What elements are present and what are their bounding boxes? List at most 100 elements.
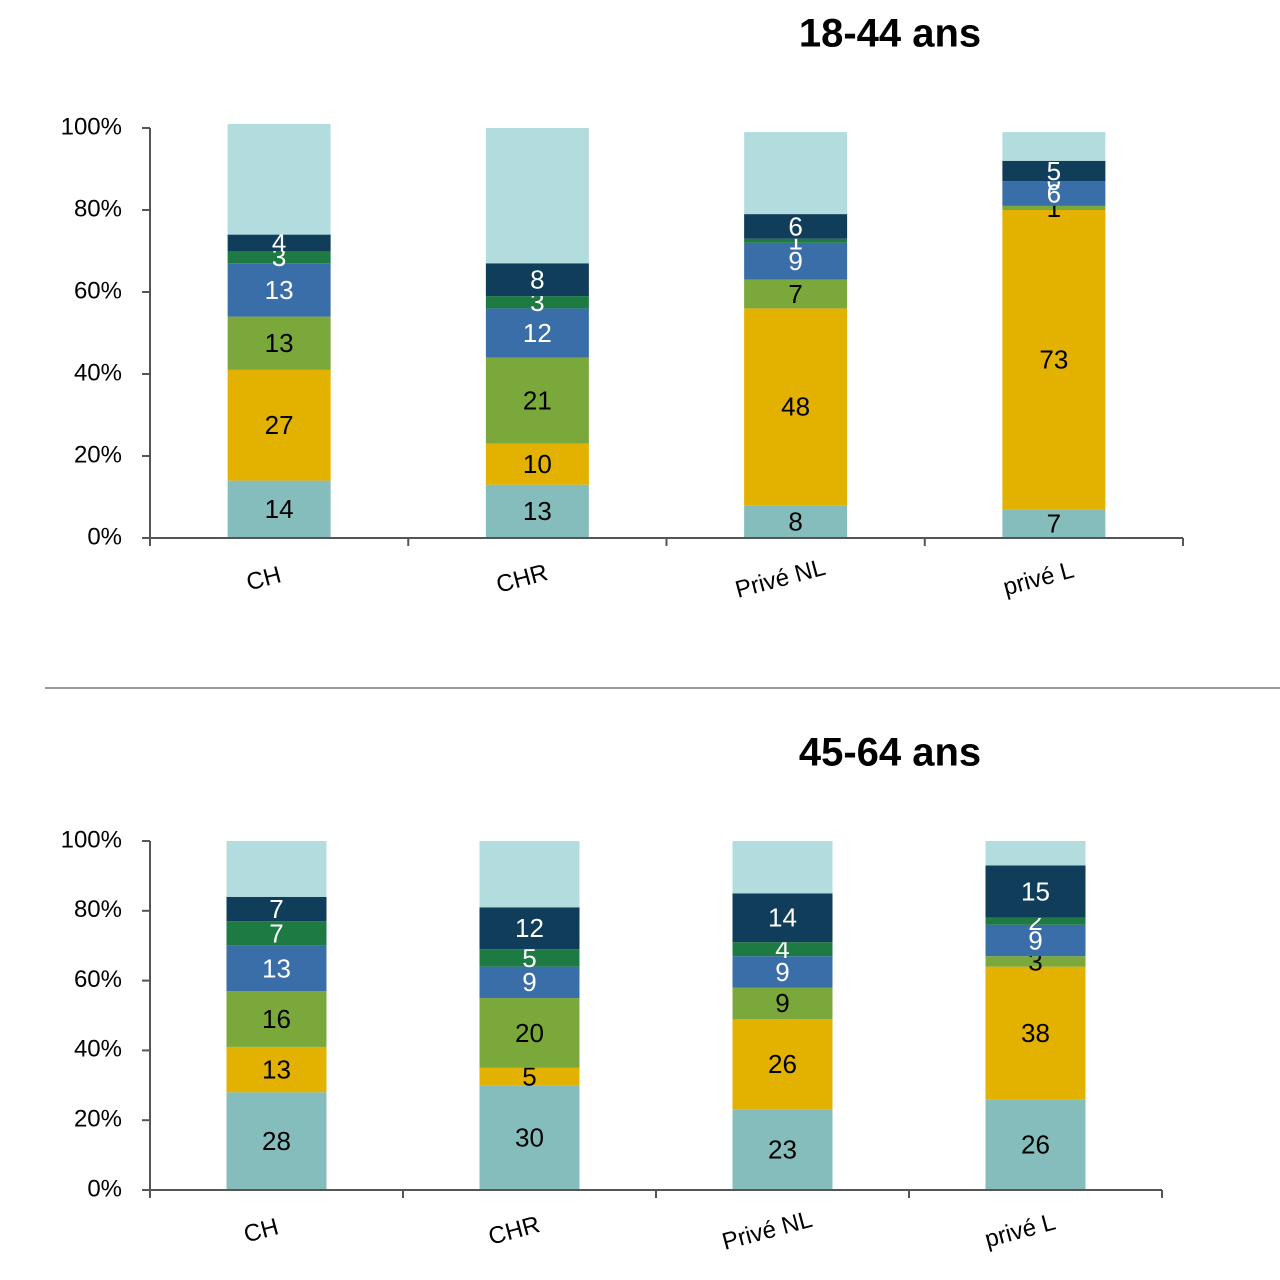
x-tick-label: privé L [1000, 557, 1077, 602]
data-label: 15 [1021, 876, 1050, 906]
bar-segment [485, 128, 589, 264]
bar-segment [744, 505, 848, 538]
y-tick-label: 40% [74, 1036, 122, 1063]
bar-segment [732, 1109, 833, 1190]
bar-segment [732, 893, 833, 943]
chart-title: 45-64 ans [799, 731, 981, 775]
bar-segment [227, 263, 331, 317]
bar-segment [485, 357, 589, 444]
bar-segment [485, 296, 589, 309]
bar-segment [227, 123, 331, 235]
bar-segment [744, 238, 848, 243]
bar-segment [732, 942, 833, 957]
data-label: 6 [788, 211, 802, 241]
bar-segment [479, 907, 580, 950]
bar-segment [479, 841, 580, 908]
data-label: 30 [515, 1123, 544, 1153]
bar-segment [1002, 210, 1106, 510]
bar-segment [1002, 160, 1106, 182]
y-tick-label: 100% [61, 113, 122, 140]
data-label: 26 [768, 1049, 797, 1079]
bar-segment [479, 949, 580, 967]
data-label: 7 [1047, 509, 1061, 539]
bar-segment [227, 234, 331, 251]
x-tick-label: CHR [486, 1211, 543, 1251]
chart-title: 18-44 ans [799, 12, 981, 56]
bar-segment [1002, 205, 1106, 210]
y-tick-label: 60% [74, 966, 122, 993]
bar-segment [226, 841, 327, 897]
data-label: 48 [781, 392, 810, 422]
bar-segment [732, 956, 833, 988]
bar-segment [226, 1046, 327, 1093]
bar-segment [226, 1092, 327, 1190]
bar-segment [485, 308, 589, 358]
data-label: 5 [1047, 156, 1061, 186]
y-tick-label: 80% [74, 896, 122, 923]
x-tick-label: Privé NL [719, 1206, 815, 1256]
data-label: 13 [265, 328, 294, 358]
bar-segment [732, 841, 833, 894]
bar-segment [485, 443, 589, 485]
bar-segment [744, 132, 848, 215]
data-label: 27 [265, 410, 294, 440]
x-tick-label: Privé NL [732, 554, 828, 604]
data-label: 38 [1021, 1018, 1050, 1048]
data-label: 8 [530, 265, 544, 295]
bar-segment [485, 263, 589, 297]
data-label: 14 [265, 494, 294, 524]
bar-segment [744, 279, 848, 309]
bar-segment [226, 991, 327, 1047]
data-label: 26 [1021, 1130, 1050, 1160]
bar-segment [985, 841, 1086, 866]
bar-segment [226, 921, 327, 946]
bar-segment [479, 1067, 580, 1086]
data-label: 9 [522, 967, 536, 997]
bar-segment [732, 1018, 833, 1110]
data-label: 7 [269, 918, 283, 948]
bar-segment [985, 917, 1086, 925]
y-tick-label: 20% [74, 441, 122, 468]
bar-segment [226, 945, 327, 992]
y-tick-label: 40% [74, 359, 122, 386]
data-label: 73 [1039, 345, 1068, 375]
x-tick-label: privé L [982, 1209, 1059, 1254]
data-label: 10 [523, 449, 552, 479]
bar-segment [1002, 509, 1106, 538]
bar-segment [744, 308, 848, 506]
bar-segment [485, 484, 589, 538]
data-label: 7 [269, 894, 283, 924]
bar-segment [227, 316, 331, 370]
x-tick-label: CH [241, 1213, 281, 1248]
data-label: 14 [768, 903, 797, 933]
data-label: 16 [262, 1004, 291, 1034]
data-label: 13 [262, 953, 291, 983]
y-tick-label: 0% [87, 523, 122, 550]
bar-segment [732, 987, 833, 1019]
y-tick-label: 100% [61, 826, 122, 853]
data-label: 5 [522, 943, 536, 973]
x-tick-label: CH [244, 561, 284, 596]
bar-segment [1002, 132, 1106, 161]
data-label: 5 [522, 1061, 536, 1091]
bar-segment [227, 480, 331, 538]
data-label: 28 [262, 1126, 291, 1156]
data-label: 13 [265, 275, 294, 305]
y-tick-label: 60% [74, 277, 122, 304]
bar-segment [479, 1085, 580, 1190]
bar-segment [744, 214, 848, 239]
data-label: 12 [523, 318, 552, 348]
y-tick-label: 0% [87, 1175, 122, 1202]
bar-segment [227, 251, 331, 264]
data-label: 20 [515, 1018, 544, 1048]
y-tick-label: 80% [74, 195, 122, 222]
bar-segment [226, 896, 327, 922]
data-label: 8 [788, 506, 802, 536]
bar-segment [744, 242, 848, 280]
bar-segment [479, 966, 580, 999]
data-label: 9 [1028, 925, 1042, 955]
data-label: 9 [788, 246, 802, 276]
data-label: 12 [515, 913, 544, 943]
bar-segment [985, 924, 1086, 957]
bar-segment [985, 966, 1086, 1100]
